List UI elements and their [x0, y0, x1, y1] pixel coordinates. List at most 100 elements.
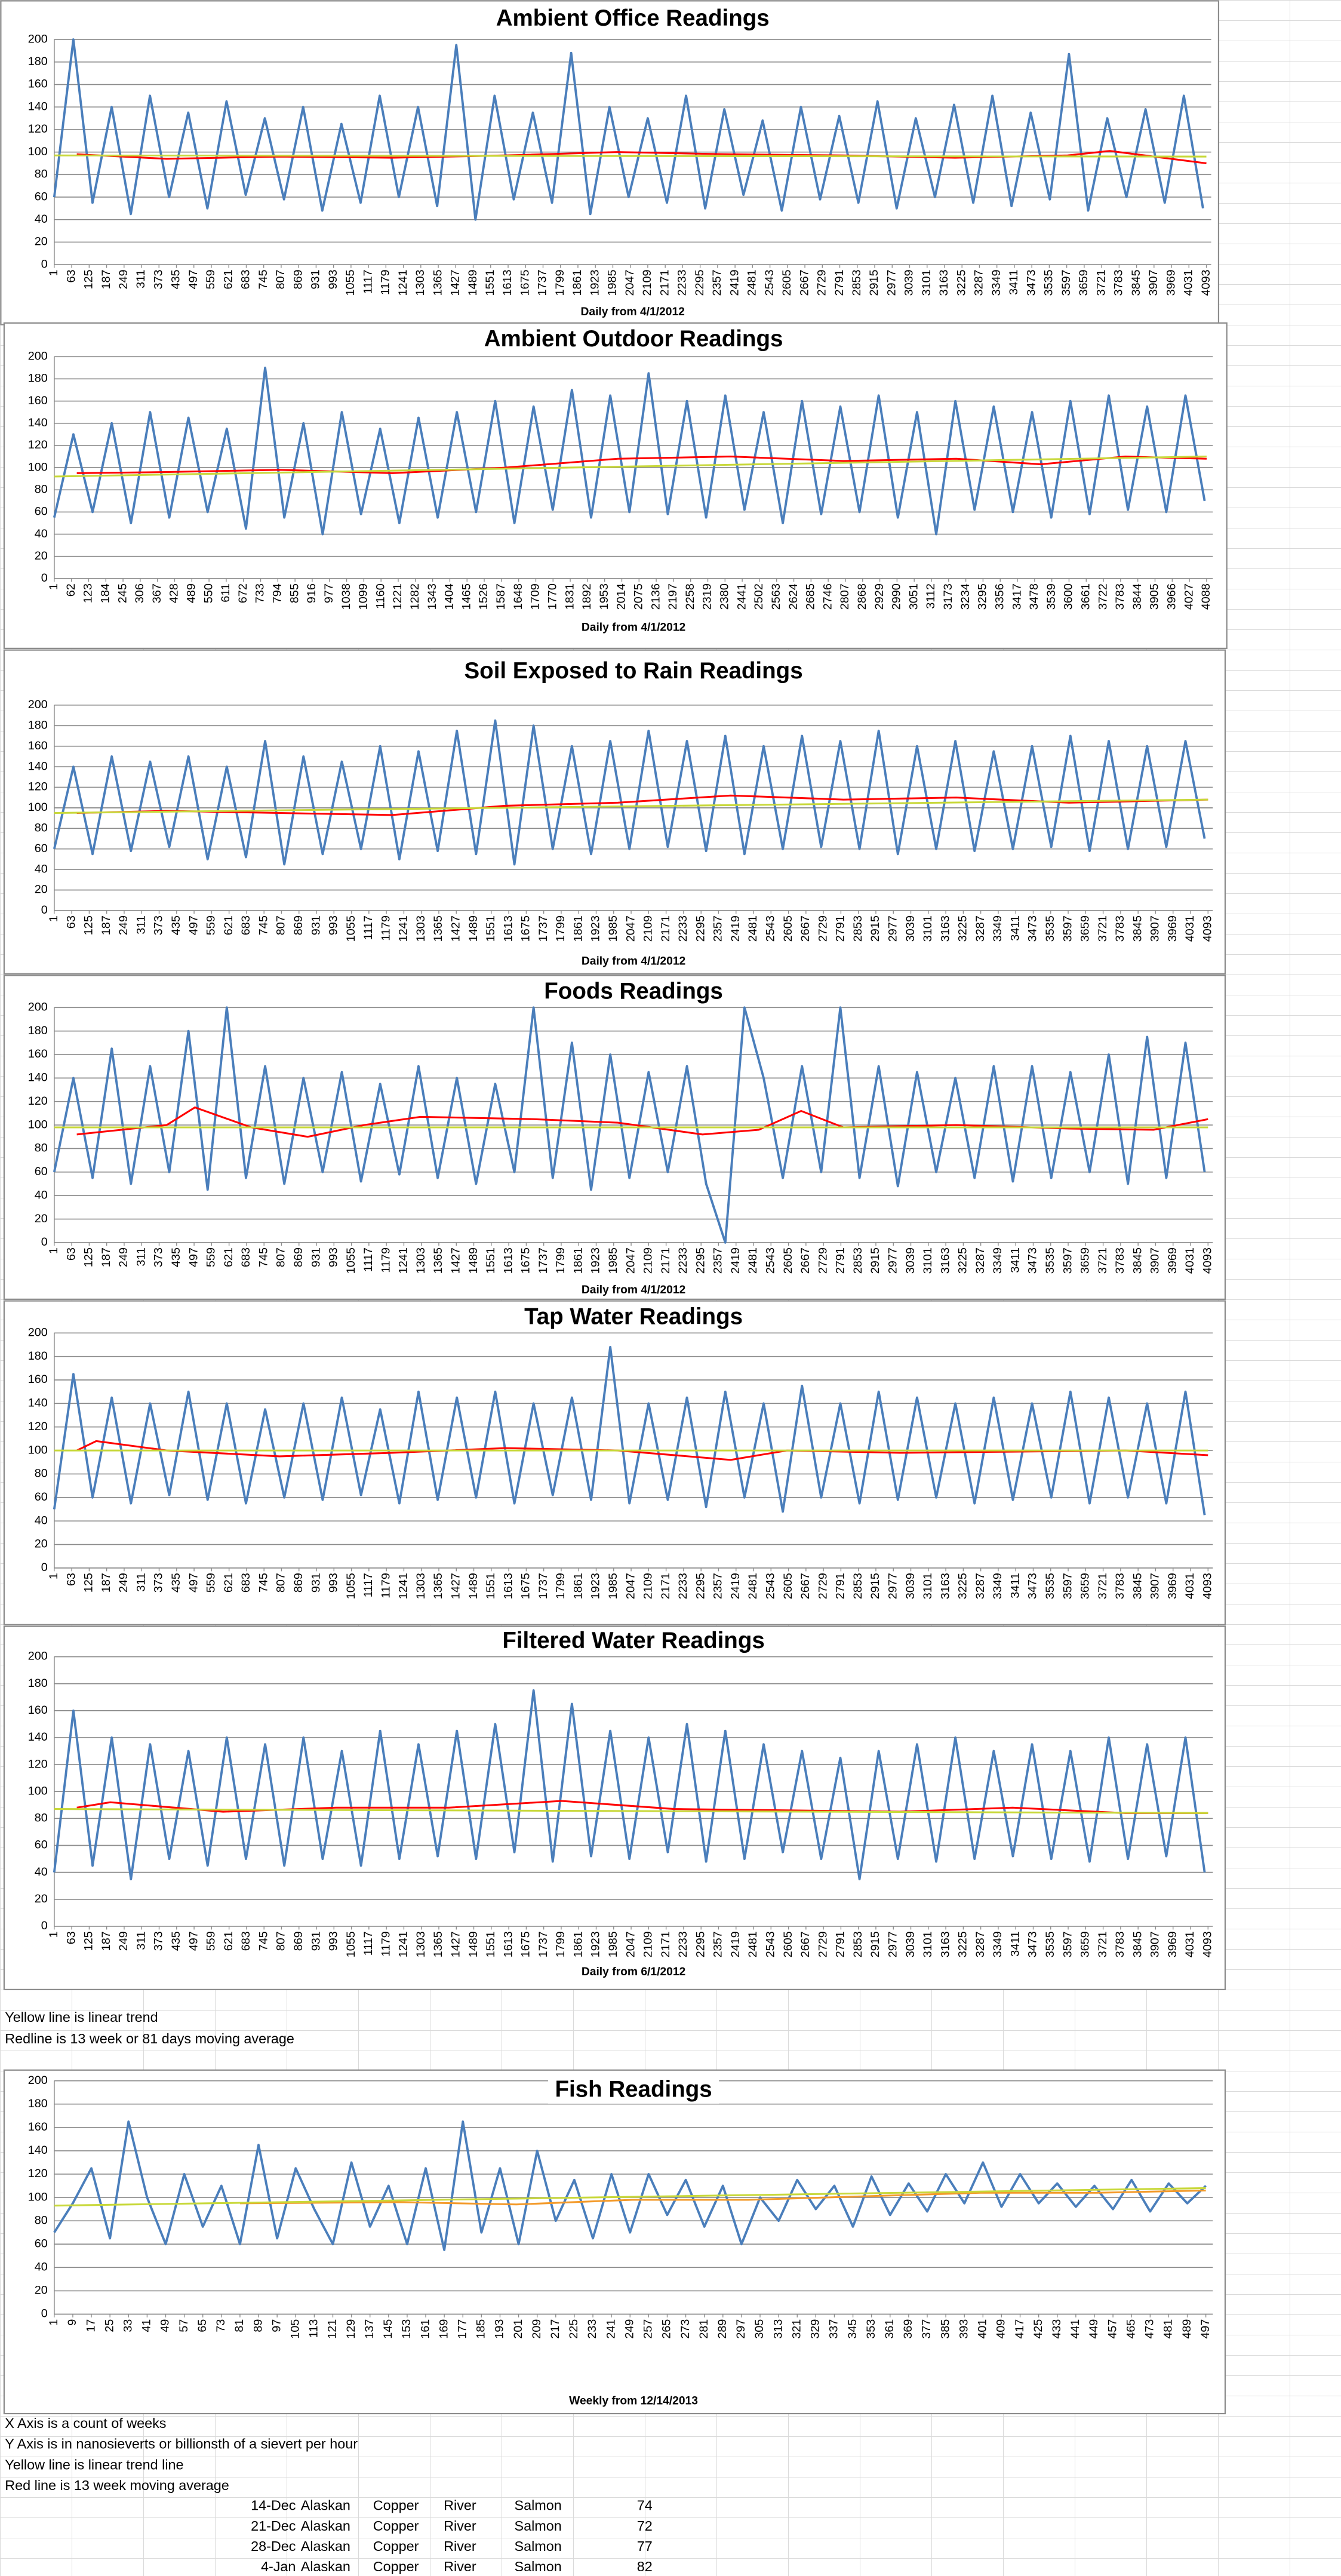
x-tick-label: 225	[567, 2319, 580, 2339]
x-tick-label: 2853	[850, 269, 863, 296]
x-tick-label: 2047	[624, 1573, 637, 1599]
x-tick-label: 1117	[362, 1573, 375, 1597]
table-cell: River	[444, 2559, 476, 2574]
x-tick-label: 3225	[956, 1247, 970, 1274]
x-tick-label: 2109	[642, 1247, 655, 1274]
x-tick-label: 3535	[1042, 269, 1056, 296]
chart-title: Tap Water Readings	[524, 1304, 743, 1330]
x-tick-label: 25	[103, 2319, 116, 2332]
x-tick-label: 497	[187, 1573, 200, 1593]
title-bg	[442, 659, 825, 686]
x-tick-label: 2853	[851, 915, 865, 942]
x-tick-label: 2868	[856, 583, 869, 610]
x-tick-label: 1489	[467, 915, 480, 942]
x-tick-label: 1799	[554, 1931, 567, 1957]
table-cell: 28-Dec	[251, 2538, 296, 2554]
y-tick-label: 120	[28, 780, 48, 794]
x-tick-label: 2357	[711, 269, 724, 296]
data-line	[54, 798, 1208, 814]
x-tick-label: 185	[475, 2319, 488, 2339]
x-tick-label: 3234	[959, 583, 972, 610]
x-tick-label: 3783	[1112, 269, 1125, 296]
x-tick-label: 1675	[519, 915, 533, 942]
x-tick-label: 17	[84, 2319, 97, 2332]
x-tick-label: 3163	[939, 1573, 952, 1599]
data-line	[76, 150, 1207, 164]
x-tick-label: 2481	[746, 915, 759, 942]
x-tick-label: 1551	[484, 1573, 497, 1599]
y-tick-label: 140	[28, 1071, 48, 1084]
y-tick-label: 20	[35, 2284, 48, 2297]
x-tick-label: 311	[134, 915, 147, 935]
x-tick-label: 3907	[1149, 1573, 1162, 1599]
y-tick-label: 100	[28, 460, 48, 474]
x-tick-label: 1221	[391, 583, 404, 610]
x-tick-label: 249	[117, 1931, 130, 1951]
x-tick-label: 1923	[589, 915, 602, 942]
y-tick-label: 200	[28, 1001, 48, 1014]
y-tick-label: 140	[28, 1397, 48, 1410]
x-tick-label: 1892	[580, 583, 593, 610]
x-tick-label: 1613	[501, 269, 514, 296]
data-line	[53, 1689, 1206, 1880]
x-tick-label: 1613	[502, 915, 515, 942]
x-tick-label: 367	[150, 583, 164, 603]
y-tick-label: 200	[28, 32, 48, 45]
x-tick-label: 2667	[798, 269, 811, 296]
y-tick-label: 120	[28, 122, 48, 136]
y-tick-label: 100	[28, 1443, 48, 1456]
x-tick-label: 489	[1180, 2319, 1194, 2339]
x-tick-label: 3039	[904, 1573, 917, 1599]
y-tick-label: 60	[35, 1839, 48, 1852]
x-tick-label: 683	[239, 915, 253, 935]
x-tick-label: 311	[134, 1931, 147, 1950]
x-tick-label: 353	[865, 2319, 878, 2339]
x-tick-label: 807	[275, 1247, 288, 1267]
x-tick-label: 683	[239, 1573, 253, 1593]
x-tick-label: 3721	[1096, 1931, 1109, 1957]
x-tick-label: 1	[47, 2319, 60, 2326]
x-tick-label: 3845	[1130, 269, 1143, 296]
y-tick-label: 60	[35, 1490, 48, 1504]
x-tick-label: 2915	[869, 1247, 882, 1274]
x-tick-label: 321	[790, 2319, 803, 2339]
x-tick-label: 3969	[1166, 1573, 1179, 1599]
x-tick-label: 113	[307, 2319, 321, 2338]
x-tick-label: 311	[134, 269, 147, 288]
x-tick-label: 3597	[1061, 1247, 1074, 1274]
x-tick-label: 2109	[642, 1931, 655, 1957]
x-tick-label: 1303	[414, 1247, 427, 1274]
x-tick-label: 3295	[976, 583, 989, 610]
y-tick-label: 140	[28, 760, 48, 773]
x-tick-label: 794	[271, 583, 284, 603]
x-tick-label: 209	[530, 2319, 543, 2339]
x-tick-label: 550	[202, 583, 215, 603]
x-tick-label: 435	[170, 1573, 183, 1593]
x-tick-label: 1587	[494, 583, 508, 610]
x-tick-label: 3473	[1026, 1573, 1039, 1599]
x-tick-label: 3039	[904, 1247, 917, 1274]
x-tick-label: 3597	[1061, 1573, 1074, 1599]
x-tick-label: 184	[99, 583, 112, 603]
x-tick-label: 2605	[782, 1247, 795, 1274]
x-tick-label: 1099	[357, 583, 370, 610]
y-tick-label: 200	[28, 1326, 48, 1339]
y-tick-label: 80	[35, 1467, 48, 1480]
x-tick-label: 3112	[924, 583, 937, 609]
x-tick-label: 2171	[659, 1247, 672, 1274]
table-cell: Salmon	[515, 2559, 562, 2574]
x-tick-label: 361	[883, 2319, 896, 2339]
x-tick-label: 1861	[571, 269, 584, 296]
note: X Axis is a count of weeks	[5, 2415, 166, 2431]
x-tick-label: 1648	[512, 583, 525, 610]
y-tick-label: 100	[28, 1784, 48, 1797]
x-tick-label: 559	[205, 1247, 218, 1267]
x-tick-label: 2357	[712, 915, 725, 942]
x-tick-label: 2853	[851, 1573, 865, 1599]
x-tick-label: 3473	[1026, 915, 1039, 942]
x-tick-label: 3659	[1079, 1247, 1092, 1274]
title-bg	[481, 7, 784, 33]
y-tick-label: 160	[28, 1373, 48, 1386]
x-tick-label: 745	[257, 915, 270, 935]
x-tick-label: 2109	[641, 269, 654, 296]
